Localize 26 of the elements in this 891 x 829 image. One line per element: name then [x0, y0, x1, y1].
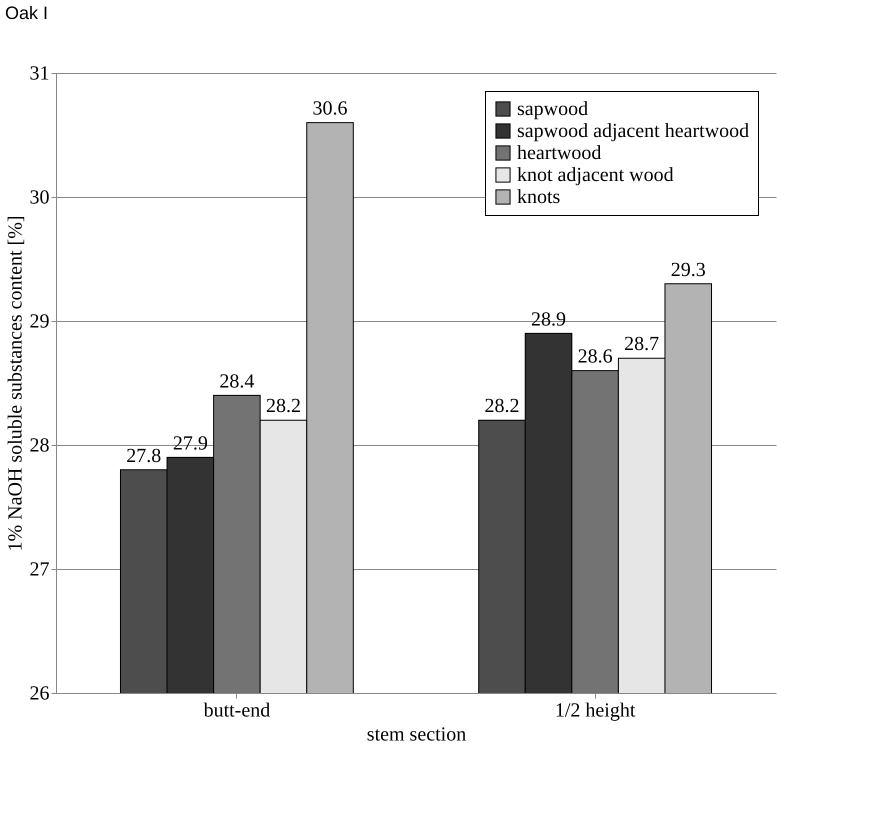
y-tick-label: 27: [30, 558, 50, 580]
x-tick-label: 1/2 height: [554, 700, 636, 722]
legend-label: knot adjacent wood: [517, 164, 674, 186]
x-tick-label: butt-end: [204, 700, 270, 722]
data-label: 28.9: [531, 308, 566, 330]
data-label: 28.2: [484, 395, 520, 418]
legend-label: knots: [517, 186, 561, 208]
y-tick-label: 31: [30, 62, 50, 84]
data-label: 28.2: [266, 395, 301, 418]
chart-title: Oak I: [5, 3, 48, 23]
legend-label: heartwood: [517, 142, 602, 164]
y-tick-label: 29: [30, 310, 50, 332]
legend-label: sapwood: [517, 98, 588, 120]
y-tick-label: 28: [30, 434, 50, 456]
data-label: 28.7: [624, 333, 660, 356]
x-axis-title: stem section: [366, 724, 466, 746]
legend-label: sapwood adjacent heartwood: [517, 120, 750, 142]
y-tick-label: 26: [30, 682, 50, 704]
data-label: 28.4: [219, 370, 254, 392]
y-tick-label: 30: [30, 186, 50, 208]
data-label: 30.6: [312, 98, 348, 120]
data-label: 28.6: [578, 346, 613, 368]
data-label: 27.9: [172, 432, 208, 454]
y-axis-title: 1% NaOH soluble substances content [%]: [4, 215, 26, 552]
data-label: 29.3: [670, 258, 706, 281]
data-label: 27.8: [126, 444, 162, 467]
